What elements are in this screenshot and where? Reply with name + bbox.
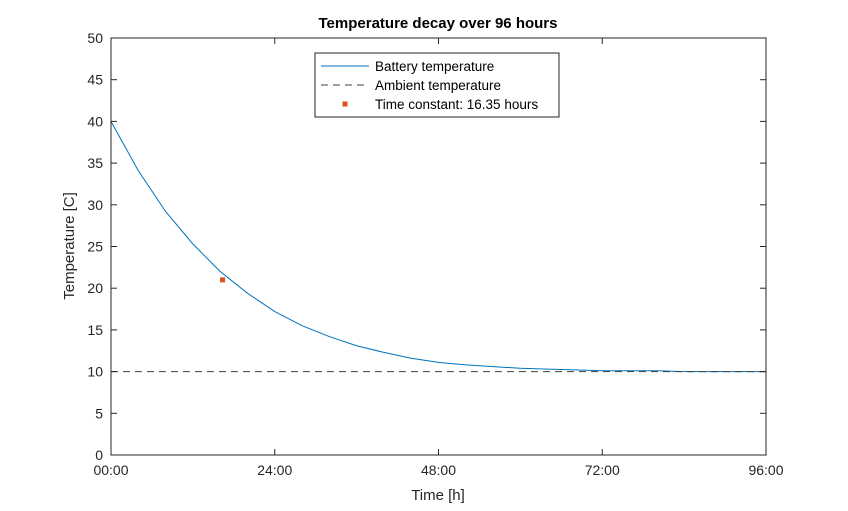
- legend-marker-swatch: [342, 101, 348, 107]
- y-axis-label: Temperature [C]: [61, 192, 78, 300]
- x-tick-label: 24:00: [257, 462, 292, 478]
- y-tick-label: 30: [87, 197, 103, 213]
- y-tick-label: 45: [87, 72, 103, 88]
- y-tick-label: 15: [87, 322, 103, 338]
- y-tick-label: 50: [87, 30, 103, 46]
- legend-entry-label: Battery temperature: [375, 59, 494, 74]
- legend: Battery temperature Ambient temperature Ti…: [314, 52, 560, 118]
- legend-box: [314, 52, 560, 118]
- chart-title: Temperature decay over 96 hours: [319, 15, 558, 32]
- battery-temperature-line: [110, 121, 766, 373]
- y-tick-label: 0: [95, 447, 103, 463]
- x-tick-label: 96:00: [748, 462, 783, 478]
- time-constant-marker: [220, 277, 226, 283]
- axes-layer: 00:00 24:00 48:00 72:00 96:00 0 5 10 15 20 25 30 35 4…: [87, 30, 783, 478]
- y-tick-label: 20: [87, 280, 103, 296]
- y-tick-label: 25: [87, 239, 103, 255]
- y-tick-label: 40: [87, 113, 103, 129]
- x-axis-label: Time [h]: [411, 487, 465, 504]
- y-tick-label: 5: [95, 405, 103, 421]
- series-layer: [110, 121, 766, 373]
- y-tick-label: 10: [87, 364, 103, 380]
- y-tick-label: 35: [87, 155, 103, 171]
- x-tick-label: 00:00: [93, 462, 128, 478]
- legend-entry-label: Time constant: 16.35 hours: [375, 97, 538, 112]
- x-tick-label: 48:00: [421, 462, 456, 478]
- legend-entry-label: Ambient temperature: [375, 78, 501, 93]
- x-tick-label: 72:00: [585, 462, 620, 478]
